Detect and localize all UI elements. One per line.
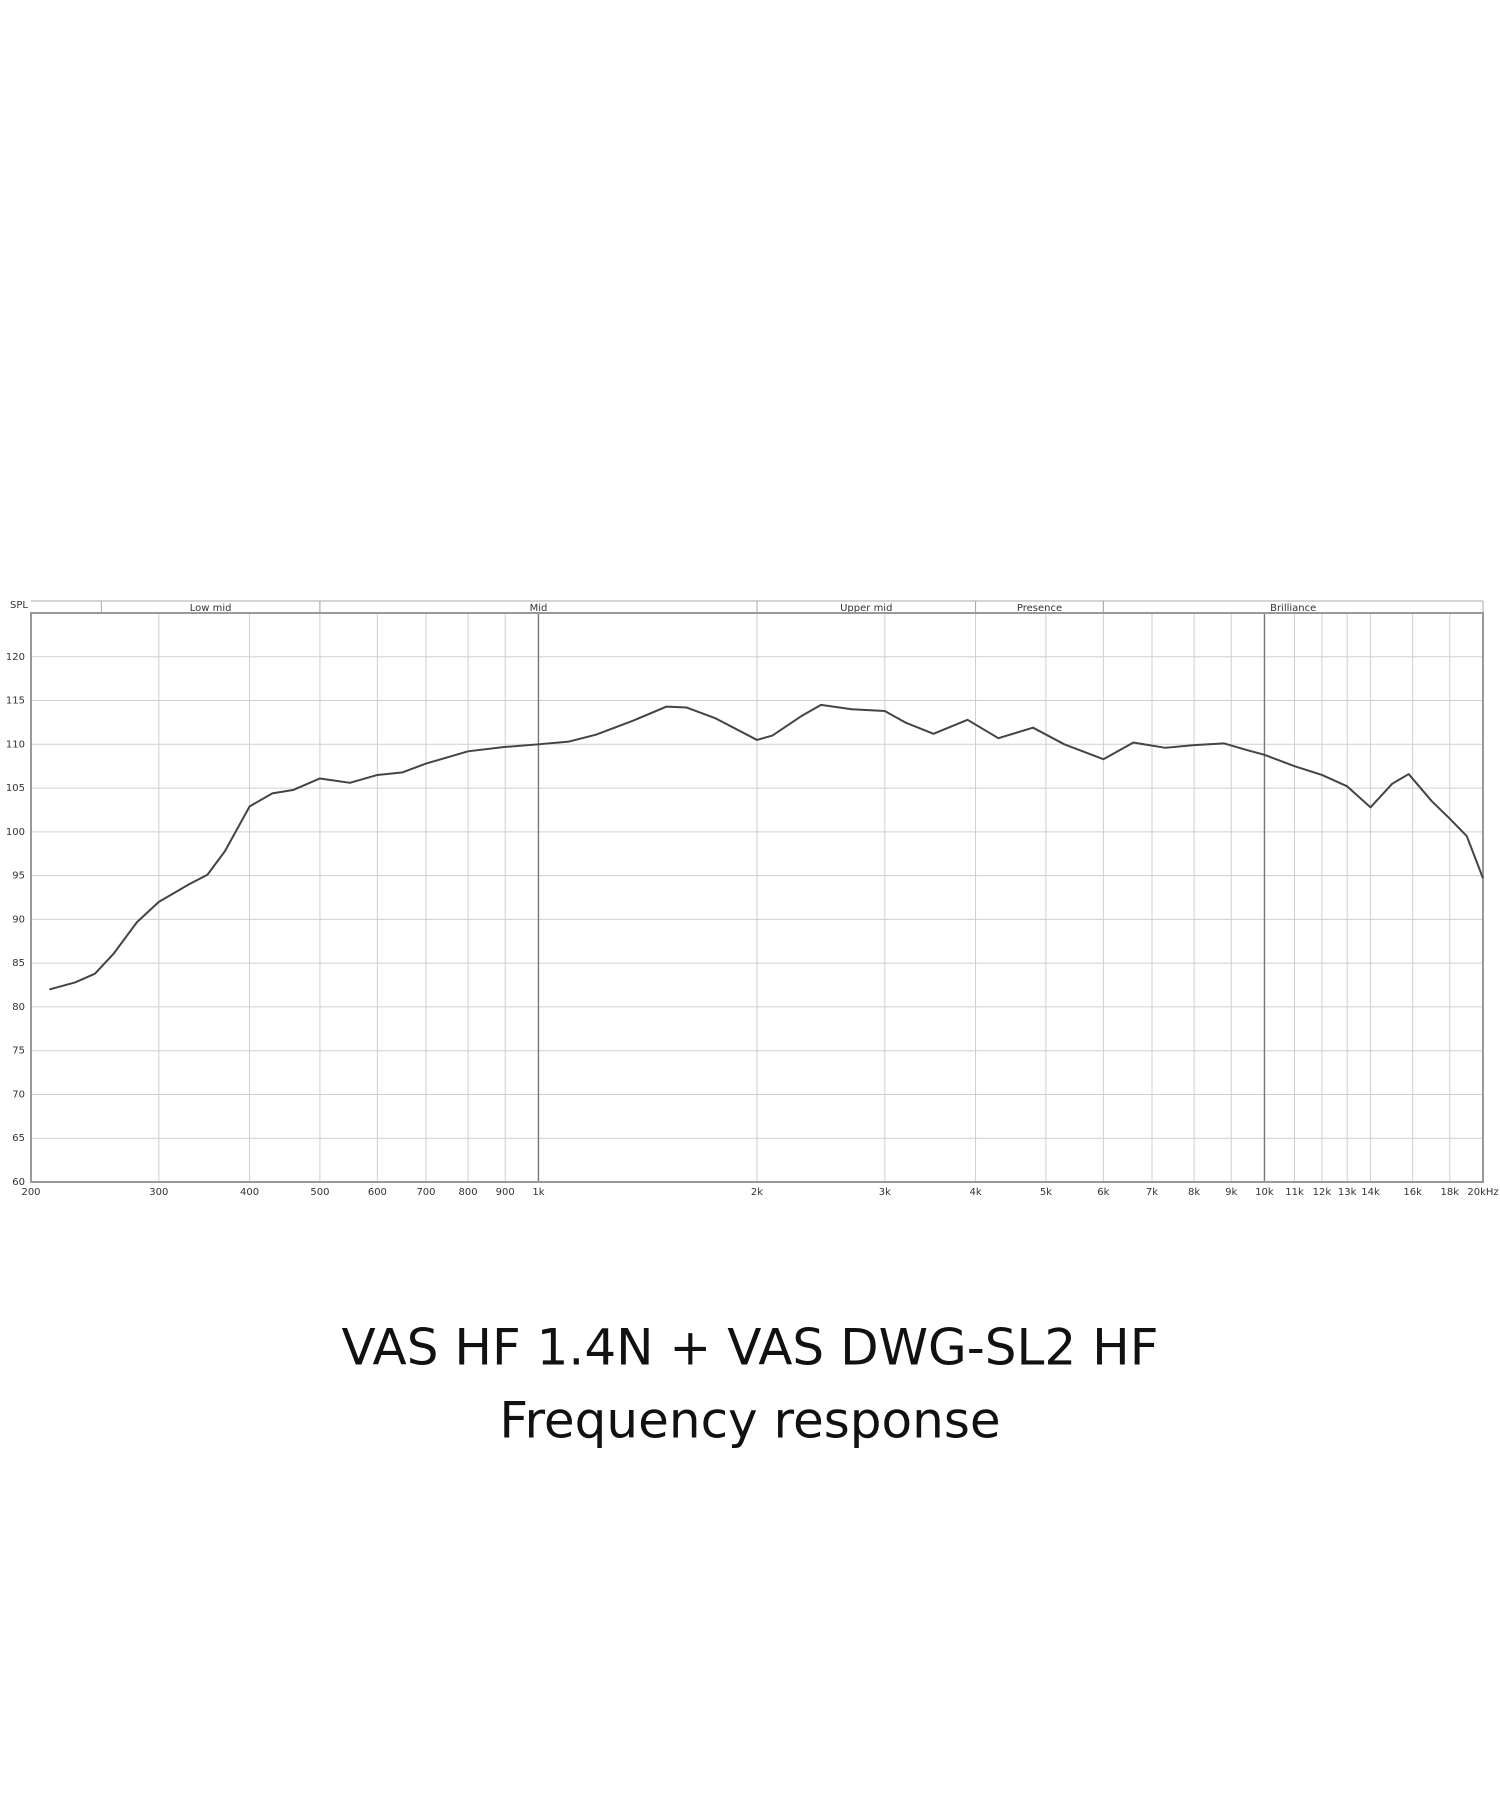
x-tick-label: 500 — [310, 1187, 329, 1198]
y-tick-label: 80 — [12, 1002, 25, 1013]
y-tick-label: 85 — [12, 958, 25, 969]
x-tick-label: 6k — [1097, 1187, 1109, 1198]
plot-frame — [30, 612, 1484, 1183]
y-tick-label: 95 — [12, 871, 25, 882]
x-tick-label: 4k — [969, 1187, 981, 1198]
x-tick-label: 8k — [1188, 1187, 1200, 1198]
band-label: Low mid — [190, 603, 232, 614]
y-tick-label: 100 — [6, 827, 25, 838]
y-tick-label: 70 — [12, 1089, 25, 1100]
x-tick-label: 2k — [751, 1187, 763, 1198]
band-label: Brilliance — [1270, 603, 1316, 614]
y-tick-label: 90 — [12, 914, 25, 925]
band-label: Upper mid — [840, 603, 892, 614]
x-tick-label: 7k — [1146, 1187, 1158, 1198]
y-tick-label: 120 — [6, 652, 25, 663]
y-tick-label: 105 — [6, 783, 25, 794]
y-tick-label: 115 — [6, 696, 25, 707]
x-tick-label: 3k — [879, 1187, 891, 1198]
x-tick-label: 20kHz — [1467, 1187, 1498, 1198]
x-tick-label: 700 — [416, 1187, 435, 1198]
x-tick-label: 1k — [532, 1187, 544, 1198]
x-tick-label: 9k — [1225, 1187, 1237, 1198]
x-tick-label: 400 — [240, 1187, 259, 1198]
y-tick-label: 110 — [6, 739, 25, 750]
x-tick-label: 900 — [496, 1187, 515, 1198]
x-tick-label: 200 — [21, 1187, 40, 1198]
x-tick-label: 11k — [1285, 1187, 1304, 1198]
chart-subtitle: Frequency response — [499, 1392, 1000, 1450]
y-tick-label: 60 — [12, 1177, 25, 1188]
x-tick-label: 12k — [1313, 1187, 1332, 1198]
x-tick-label: 18k — [1441, 1187, 1460, 1198]
x-tick-label: 600 — [368, 1187, 387, 1198]
y-axis-label: SPL — [10, 600, 28, 611]
x-tick-label: 5k — [1040, 1187, 1052, 1198]
x-tick-label: 13k — [1338, 1187, 1357, 1198]
chart-title: VAS HF 1.4N + VAS DWG-SL2 HF — [342, 1319, 1159, 1377]
y-tick-label: 75 — [12, 1046, 25, 1057]
band-label: Presence — [1017, 603, 1062, 614]
x-tick-label: 300 — [149, 1187, 168, 1198]
x-tick-label: 14k — [1361, 1187, 1380, 1198]
x-tick-label: 16k — [1403, 1187, 1422, 1198]
y-tick-label: 65 — [12, 1133, 25, 1144]
x-tick-label: 800 — [459, 1187, 478, 1198]
response-curve — [49, 703, 1484, 991]
x-tick-label: 10k — [1255, 1187, 1274, 1198]
band-label: Mid — [530, 603, 548, 614]
